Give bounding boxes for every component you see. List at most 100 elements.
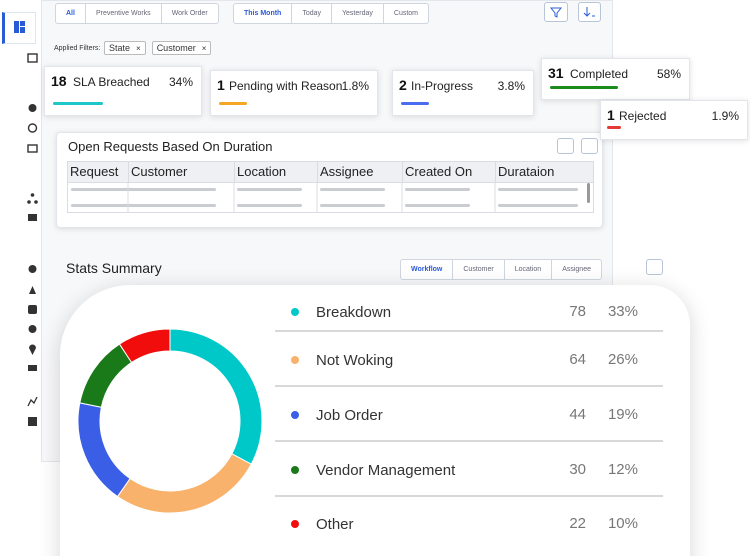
chip-close[interactable]: × [201,44,207,53]
placeholder-bar [498,204,578,207]
donut-slice [79,343,133,408]
stats-tab[interactable]: Location [505,260,553,279]
row-pct: 10% [608,515,638,532]
tab[interactable]: All [56,4,86,23]
download-button[interactable] [557,138,574,154]
row-count: 22 [569,515,586,532]
card-label: Pending with Reason [229,79,343,93]
sort-button[interactable] [578,2,601,22]
placeholder-bar [131,188,216,191]
chip-text: Customer [156,43,196,53]
card-count: 18 [51,73,67,89]
placeholder-bar [237,204,302,207]
stats-tab[interactable]: Workflow [401,260,454,279]
column-header: Customer [128,162,234,182]
scrollbar [587,183,590,203]
row-label: Other [316,516,354,533]
filter-icon [549,7,563,18]
card-label: In-Progress [411,79,474,93]
column-header: Created On [402,162,495,182]
row-label: Not Woking [316,352,393,369]
donut-slice [169,328,263,465]
table-card: Open Requests Based On Duration Request C… [56,132,603,228]
placeholder-bar [237,188,302,191]
chip-text: State [109,43,131,53]
row-pct: 12% [608,461,638,478]
card-bar [53,102,103,105]
card-bar [219,102,247,105]
placeholder-bar [71,188,136,191]
tab[interactable]: Preventive Works [86,4,162,23]
card-count: 31 [548,65,564,81]
card-bar [607,126,621,129]
card-pct: 34% [168,75,193,89]
row-count: 44 [569,406,586,423]
legend-dot [291,308,299,316]
placeholder-bar [320,188,385,191]
row-label: Job Order [316,407,383,424]
stats-tab[interactable]: Assignee [562,266,591,273]
card-label: SLA Breached [73,75,150,89]
legend-dot [291,520,299,528]
placeholder-bar [498,188,578,191]
legend-dot [291,466,299,474]
applied-label: Applied Filters: [54,45,101,52]
row-label: Breakdown [316,304,391,321]
placeholder-bar [71,204,136,207]
stats-tabs: Workflow Customer Location Assignee [400,259,602,280]
stat-card: 1 Pending with Reason 1.8% [210,70,378,116]
legend-dot [291,411,299,419]
nav-active[interactable] [2,12,36,44]
placeholder-bar [405,204,470,207]
stat-card: 2 In-Progress 3.8% [392,70,534,116]
applied-filters: State × Customer × [104,41,212,55]
period-tab[interactable]: This Month [234,4,293,23]
filter-chip: Customer × [151,41,212,55]
table-header: Request Customer Location Assignee Created O… [68,162,593,183]
sort-icon [583,7,595,17]
placeholder-bar [405,188,470,191]
period-tab[interactable]: Yesterday [332,4,384,23]
card-count: 2 [399,77,407,93]
donut-slice [118,328,171,364]
column-header: Request [70,164,119,179]
card-bar [550,86,618,89]
column-header: Location [234,162,317,182]
row-pct: 19% [608,406,638,423]
column-header: Durataion [495,162,593,182]
card-label: Rejected [619,109,667,123]
row-pct: 33% [608,303,638,320]
tab[interactable]: Work Order [171,10,208,17]
row-count: 30 [569,461,586,478]
placeholder-bar [320,204,385,207]
period-tab[interactable]: Today [292,4,333,23]
stats-tab[interactable]: Customer [453,260,505,279]
stat-card: 18 SLA Breached 34% [44,66,202,116]
row-count: 64 [569,351,586,368]
card-pct: 58% [656,67,681,81]
period-tab[interactable]: Custom [393,10,419,17]
chip-close[interactable]: × [136,44,141,53]
stat-card: 1 Rejected 1.9% [600,100,748,140]
nav-icons[interactable] [25,50,40,430]
stat-card: 31 Completed 58% [541,58,690,100]
grid-button[interactable] [581,138,598,154]
sidebar [22,0,42,462]
card-label: Completed [570,67,629,81]
dashboard-icon [14,21,25,33]
card-pct: 1.8% [341,79,369,93]
table-title: Open Requests Based On Duration [68,139,273,154]
card-pct: 3.8% [497,79,525,93]
type-tabs: All Preventive Works Work Order [55,3,219,24]
filter-chip: State × [104,41,146,55]
donut-slice [77,402,131,498]
stats-download[interactable] [646,259,663,275]
row-label: Vendor Management [316,462,456,479]
card-count: 1 [217,77,225,93]
row-count: 78 [569,303,586,320]
card-count: 1 [607,107,615,123]
period-tabs: This Month Today Yesterday Custom [233,3,430,24]
filter-button[interactable] [544,2,568,22]
